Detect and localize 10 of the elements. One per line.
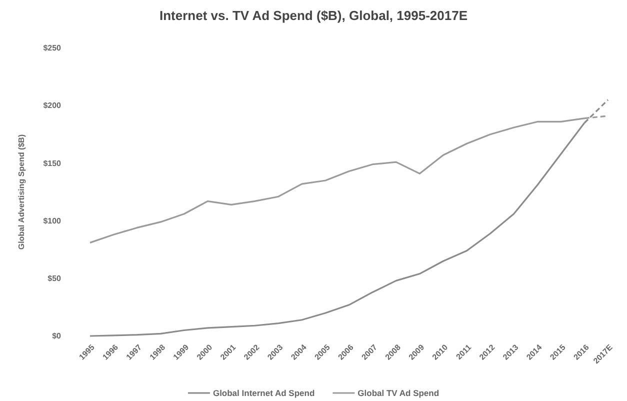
y-tick-label: $50 [48, 274, 62, 283]
y-tick-label: $250 [43, 44, 62, 53]
y-axis-title: Global Advertising Spend ($B) [17, 134, 26, 250]
y-tick-label: $150 [43, 158, 62, 168]
y-tick-label: $200 [43, 101, 62, 110]
legend-label: Global TV Ad Spend [358, 388, 440, 398]
chart-title: Internet vs. TV Ad Spend ($B), Global, 1995-2017E [160, 8, 468, 23]
legend-label: Global Internet Ad Spend [212, 388, 315, 398]
y-tick-label: $100 [43, 216, 62, 226]
y-tick-label: $0 [52, 332, 62, 341]
